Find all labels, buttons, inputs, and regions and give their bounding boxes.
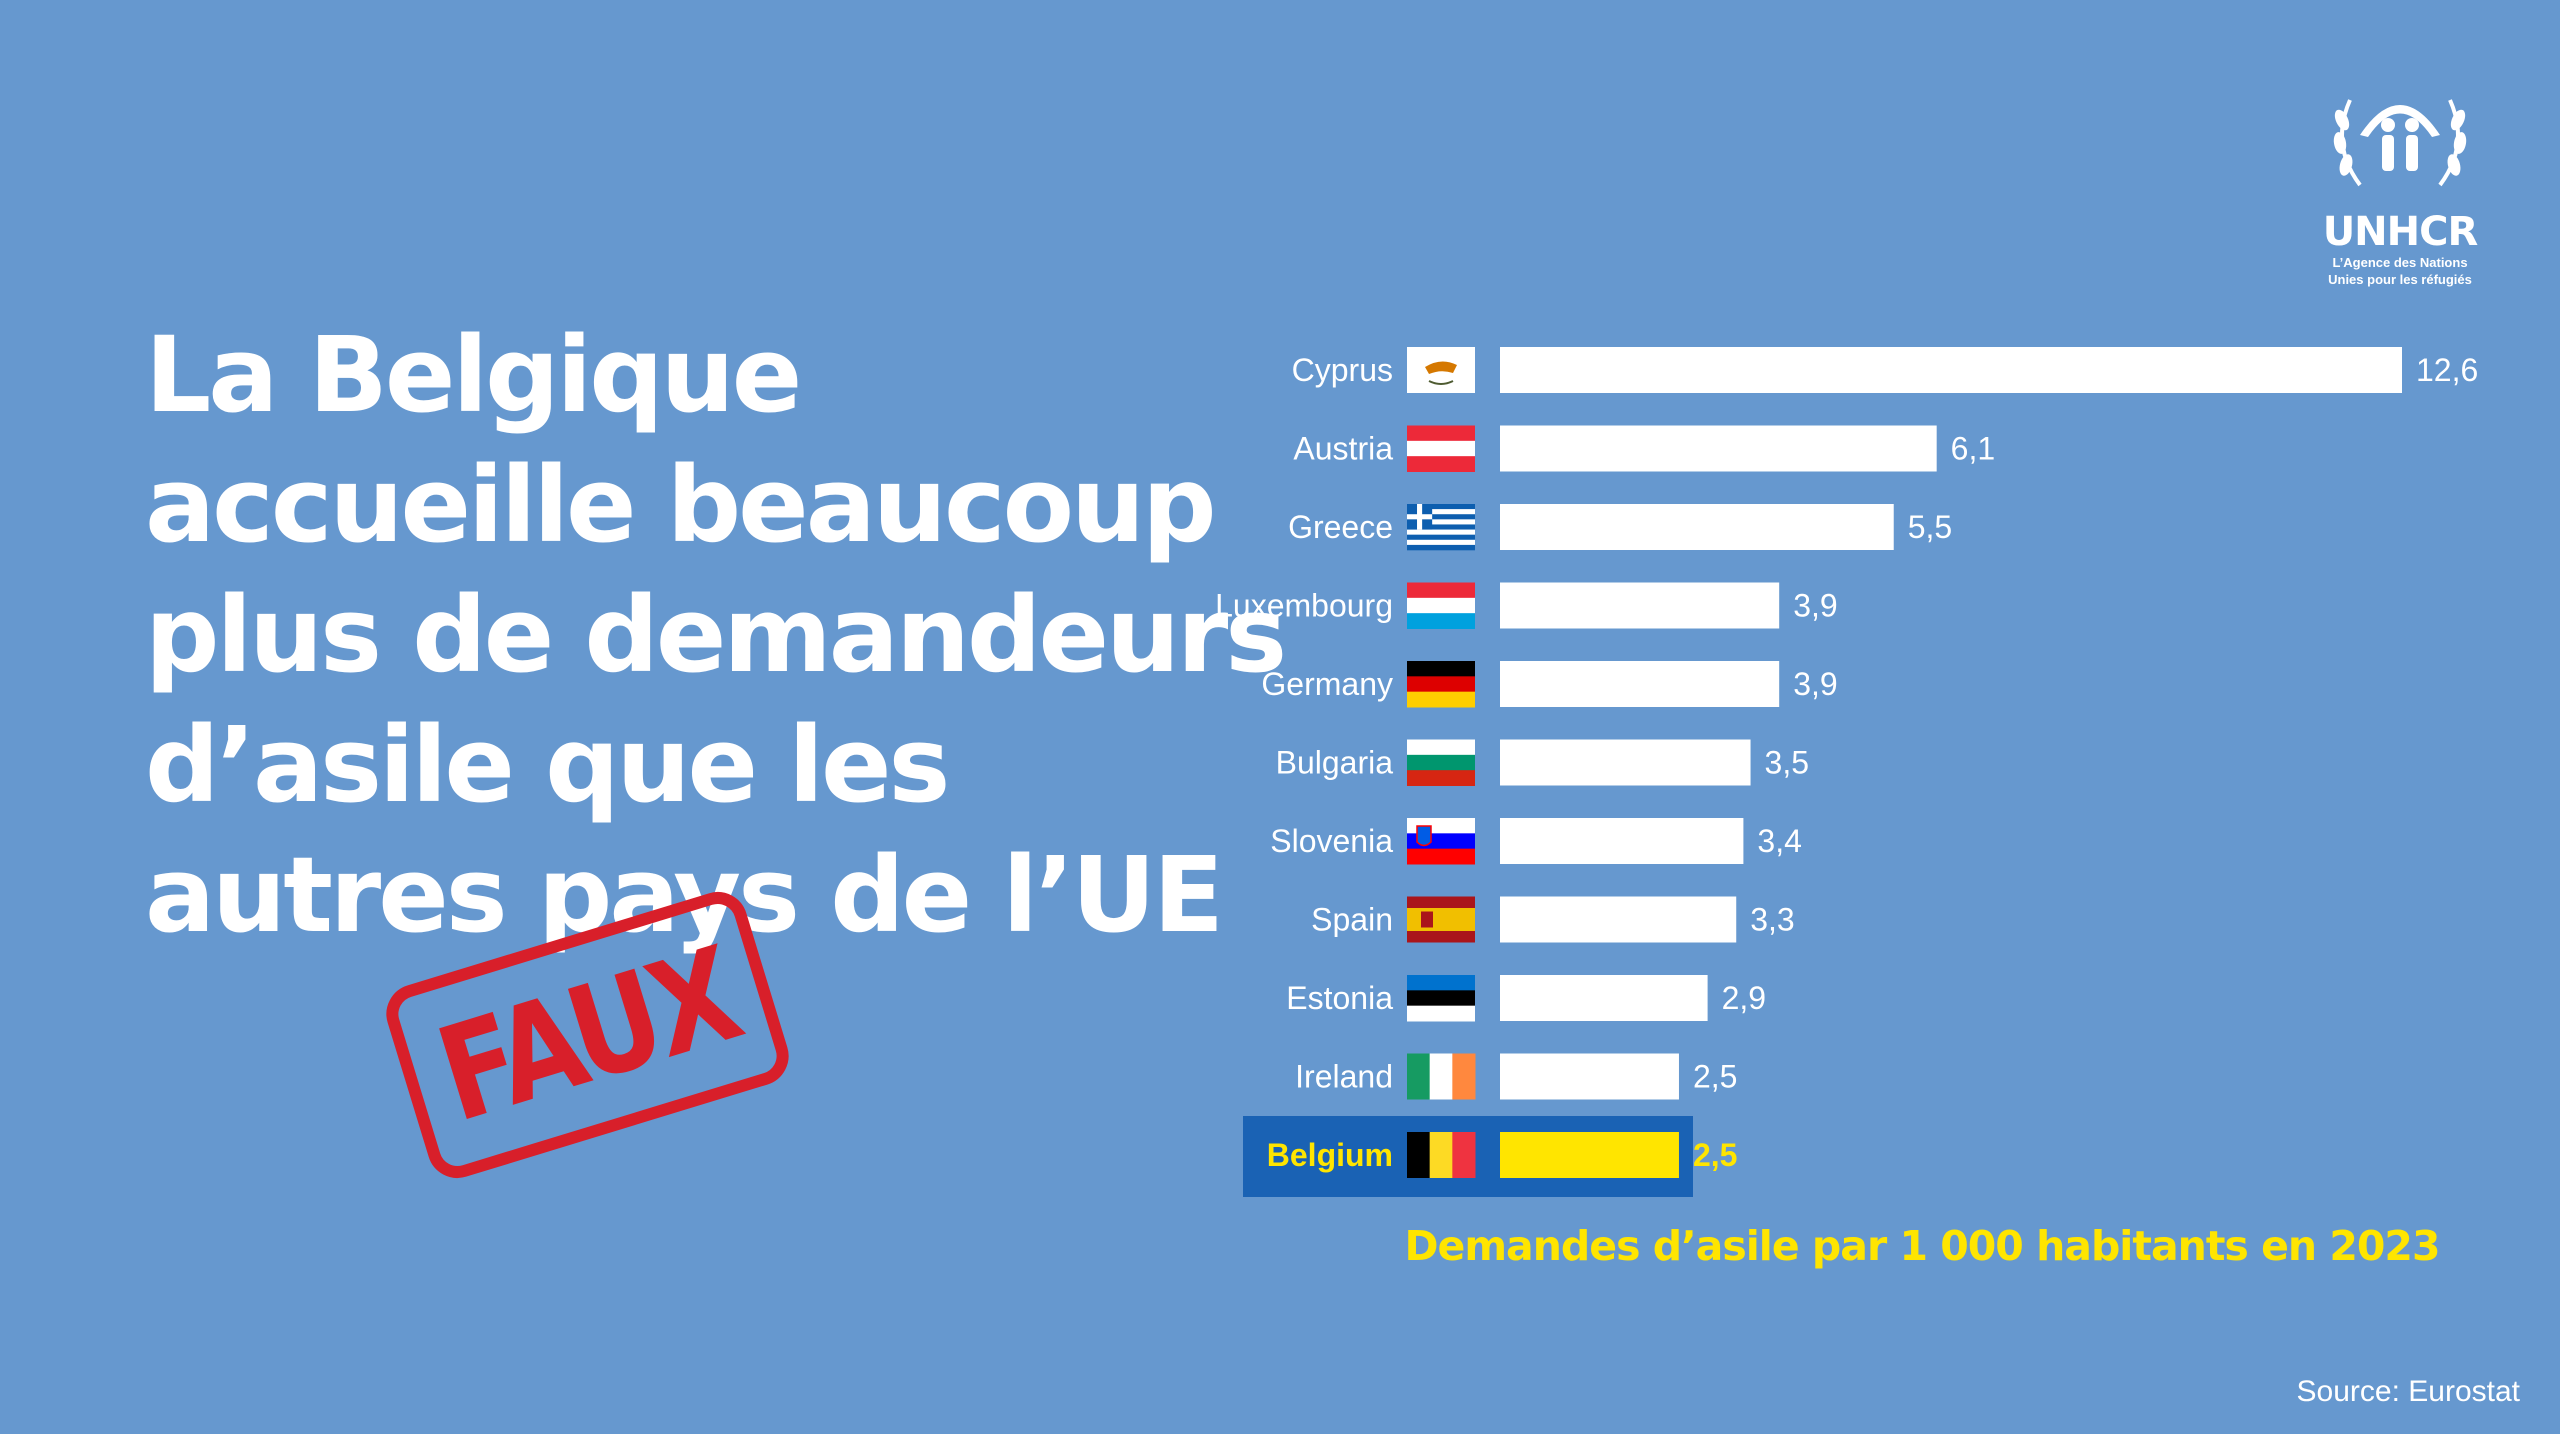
category-label: Cyprus bbox=[1292, 352, 1393, 388]
belgium-flag-icon bbox=[1407, 1132, 1476, 1178]
unhcr-logo: UNHCR L’Agence des Nations Unies pour le… bbox=[2300, 75, 2500, 288]
bar-row: Greece 5,5 bbox=[1288, 504, 1952, 551]
cyprus-flag-icon bbox=[1407, 347, 1475, 393]
bar-row: Spain 3,3 bbox=[1311, 896, 1795, 943]
headline-line: accueille beaucoup bbox=[145, 444, 1217, 566]
headline-line: d’asile que les bbox=[145, 704, 950, 826]
category-label: Spain bbox=[1311, 902, 1393, 938]
category-label: Germany bbox=[1261, 666, 1393, 702]
unhcr-emblem-icon bbox=[2333, 99, 2467, 187]
value-label: 3,5 bbox=[1765, 745, 1809, 781]
value-label: 3,4 bbox=[1757, 823, 1801, 859]
luxembourg-flag-icon bbox=[1407, 582, 1475, 629]
category-label: Belgium bbox=[1267, 1137, 1393, 1173]
bar bbox=[1500, 661, 1780, 707]
category-label: Ireland bbox=[1295, 1059, 1393, 1095]
category-label: Slovenia bbox=[1270, 823, 1393, 859]
value-label: 2,9 bbox=[1722, 980, 1766, 1016]
bar bbox=[1500, 504, 1894, 550]
value-label: 2,5 bbox=[1693, 1059, 1737, 1095]
bar-row: Germany 3,9 bbox=[1261, 661, 1838, 708]
value-label: 5,5 bbox=[1908, 509, 1952, 545]
bulgaria-flag-icon bbox=[1407, 739, 1475, 786]
spain-flag-icon bbox=[1407, 896, 1475, 943]
bar-row: Ireland 2,5 bbox=[1295, 1053, 1737, 1100]
org-tagline: Unies pour les réfugiés bbox=[2328, 272, 2472, 287]
bar-row: Luxembourg 3,9 bbox=[1215, 582, 1838, 629]
org-name: UNHCR bbox=[2322, 209, 2479, 255]
value-label: 2,5 bbox=[1693, 1137, 1737, 1173]
bar bbox=[1500, 739, 1751, 786]
bar bbox=[1500, 1053, 1679, 1100]
value-label: 3,9 bbox=[1793, 588, 1837, 624]
chart-caption: Demandes d’asile par 1 000 habitants en … bbox=[1405, 1222, 2440, 1270]
category-label: Bulgaria bbox=[1276, 745, 1394, 781]
headline: La Belgique accueille beaucoup plus de d… bbox=[145, 310, 1287, 960]
bar bbox=[1500, 896, 1737, 943]
bar-row: Bulgaria 3,5 bbox=[1276, 739, 1809, 786]
value-label: 12,6 bbox=[2416, 352, 2478, 388]
bar bbox=[1500, 818, 1744, 864]
bar bbox=[1500, 1132, 1679, 1178]
austria-flag-icon bbox=[1407, 425, 1475, 472]
category-label: Estonia bbox=[1286, 980, 1393, 1016]
category-label: Austria bbox=[1293, 431, 1393, 467]
category-label: Luxembourg bbox=[1215, 588, 1393, 624]
bar-row: Estonia 2,9 bbox=[1286, 975, 1766, 1022]
bar bbox=[1500, 582, 1780, 629]
bar bbox=[1500, 347, 2402, 393]
bar bbox=[1500, 425, 1937, 472]
source-note: Source: Eurostat bbox=[2296, 1375, 2520, 1408]
bar bbox=[1500, 975, 1708, 1021]
bar-row: Austria 6,1 bbox=[1293, 425, 1995, 472]
headline-line: autres pays de l’UE bbox=[145, 834, 1224, 956]
bar-row: Belgium 2,5 bbox=[1267, 1132, 1737, 1178]
bar-row: Cyprus 12,6 bbox=[1292, 347, 2478, 393]
bar-row: Slovenia 3,4 bbox=[1270, 818, 1802, 865]
category-label: Greece bbox=[1288, 509, 1393, 545]
value-label: 6,1 bbox=[1951, 431, 1995, 467]
org-tagline: L’Agence des Nations bbox=[2332, 255, 2468, 270]
headline-line: La Belgique bbox=[145, 314, 802, 436]
headline-line: plus de demandeurs bbox=[145, 574, 1287, 696]
estonia-flag-icon bbox=[1407, 975, 1475, 1022]
germany-flag-icon bbox=[1407, 661, 1475, 708]
value-label: 3,9 bbox=[1793, 666, 1837, 702]
slovenia-flag-icon bbox=[1407, 818, 1475, 865]
value-label: 3,3 bbox=[1750, 902, 1794, 938]
ireland-flag-icon bbox=[1407, 1053, 1476, 1100]
greece-flag-icon bbox=[1407, 504, 1475, 551]
